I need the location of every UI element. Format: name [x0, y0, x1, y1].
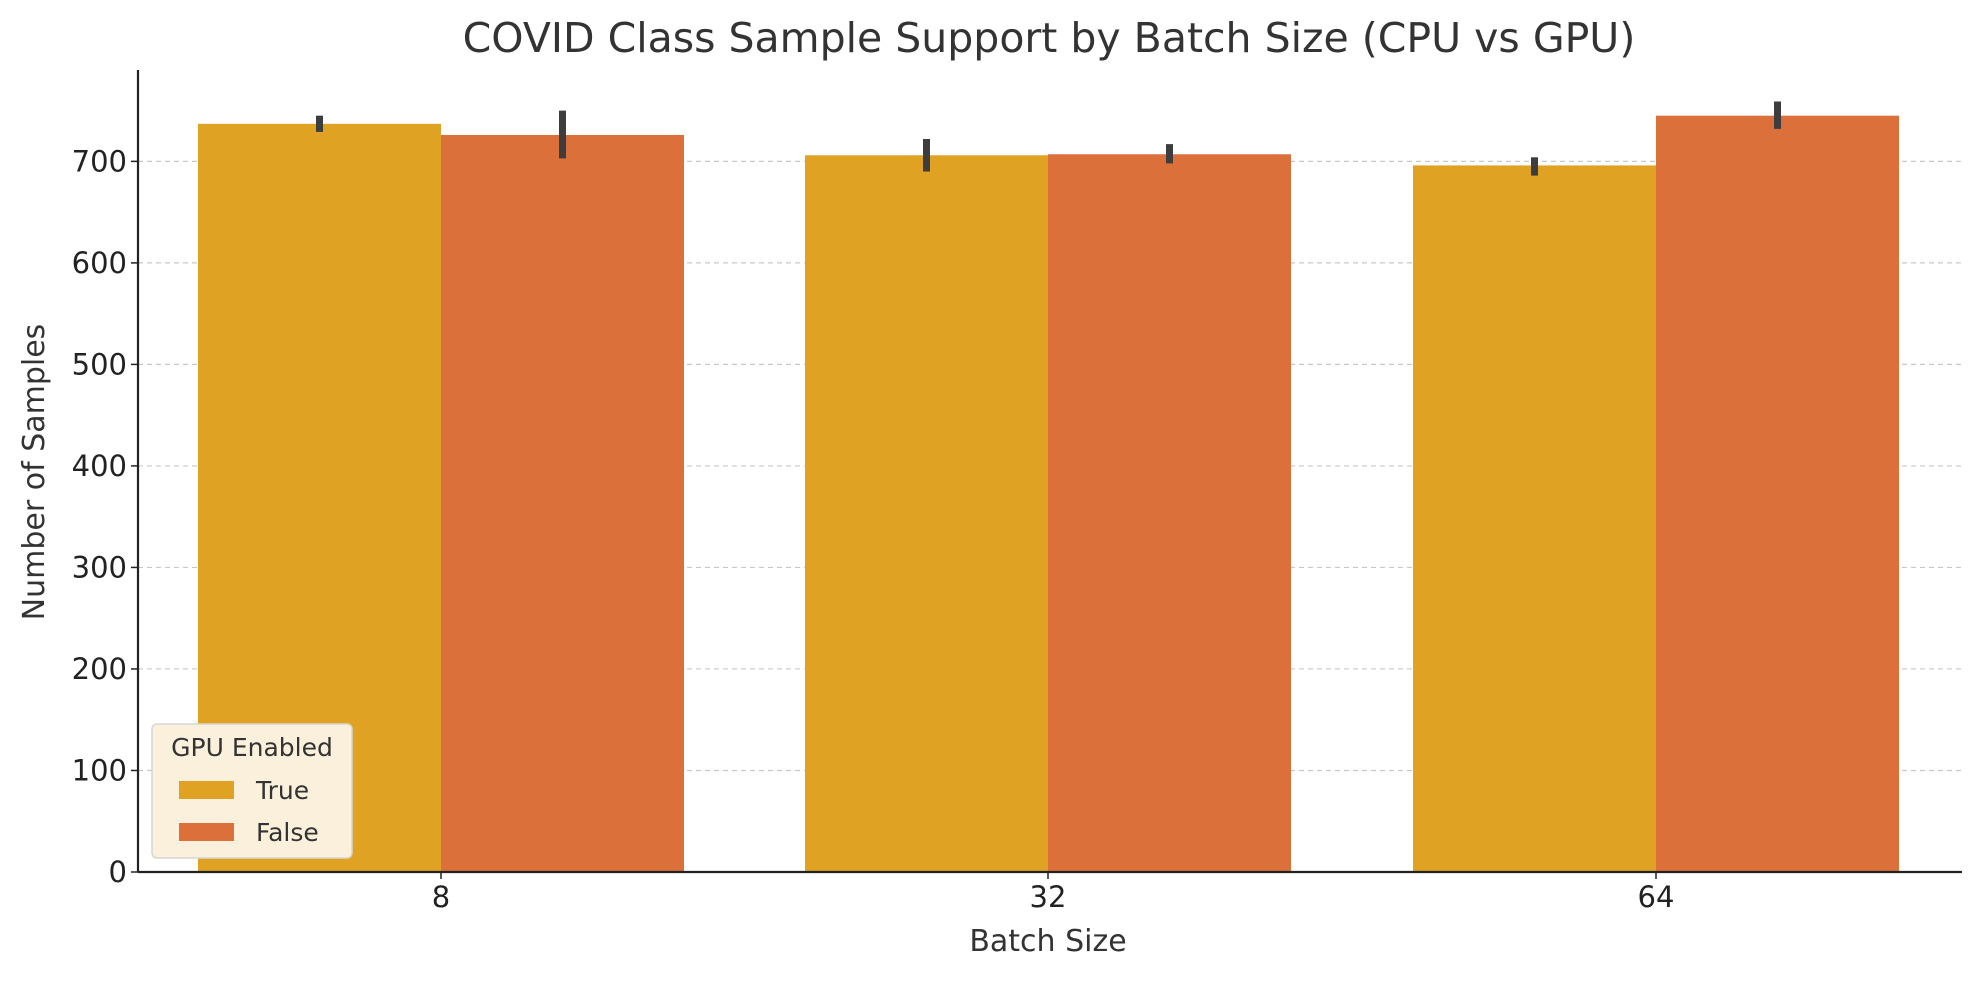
y-tick-labels: 0 100 200 300 400 500 600 700 [72, 144, 127, 889]
x-tick-label: 8 [432, 880, 450, 914]
y-tick-label: 500 [72, 347, 127, 381]
y-tick-label: 400 [72, 449, 127, 483]
error-bars [316, 101, 1781, 176]
y-tick-label: 700 [72, 144, 127, 178]
y-tick-label: 600 [72, 246, 127, 280]
legend-swatch-false [179, 823, 234, 841]
bar-false-64 [1656, 115, 1899, 873]
bars [198, 115, 1899, 873]
x-tick-label: 64 [1638, 880, 1675, 914]
legend-title: GPU Enabled [171, 733, 333, 762]
bar-false-32 [1048, 154, 1291, 873]
legend: GPU Enabled True False [151, 723, 353, 859]
y-tick-label: 300 [72, 550, 127, 584]
legend-label-true: True [255, 776, 309, 805]
y-axis-label: Number of Samples [17, 324, 52, 621]
axes [131, 70, 1962, 879]
x-tick-labels: 8 32 64 [432, 880, 1675, 914]
x-axis-label: Batch Size [969, 924, 1126, 959]
x-tick-label: 32 [1030, 880, 1067, 914]
legend-swatch-true [179, 781, 234, 799]
chart-title: COVID Class Sample Support by Batch Size… [463, 14, 1636, 62]
bar-false-8 [441, 134, 684, 872]
y-tick-label: 100 [72, 753, 127, 787]
y-tick-label: 200 [72, 652, 127, 686]
legend-label-false: False [256, 818, 319, 847]
y-tick-label: 0 [109, 855, 127, 889]
bar-true-32 [805, 155, 1048, 873]
bar-true-64 [1413, 165, 1656, 872]
